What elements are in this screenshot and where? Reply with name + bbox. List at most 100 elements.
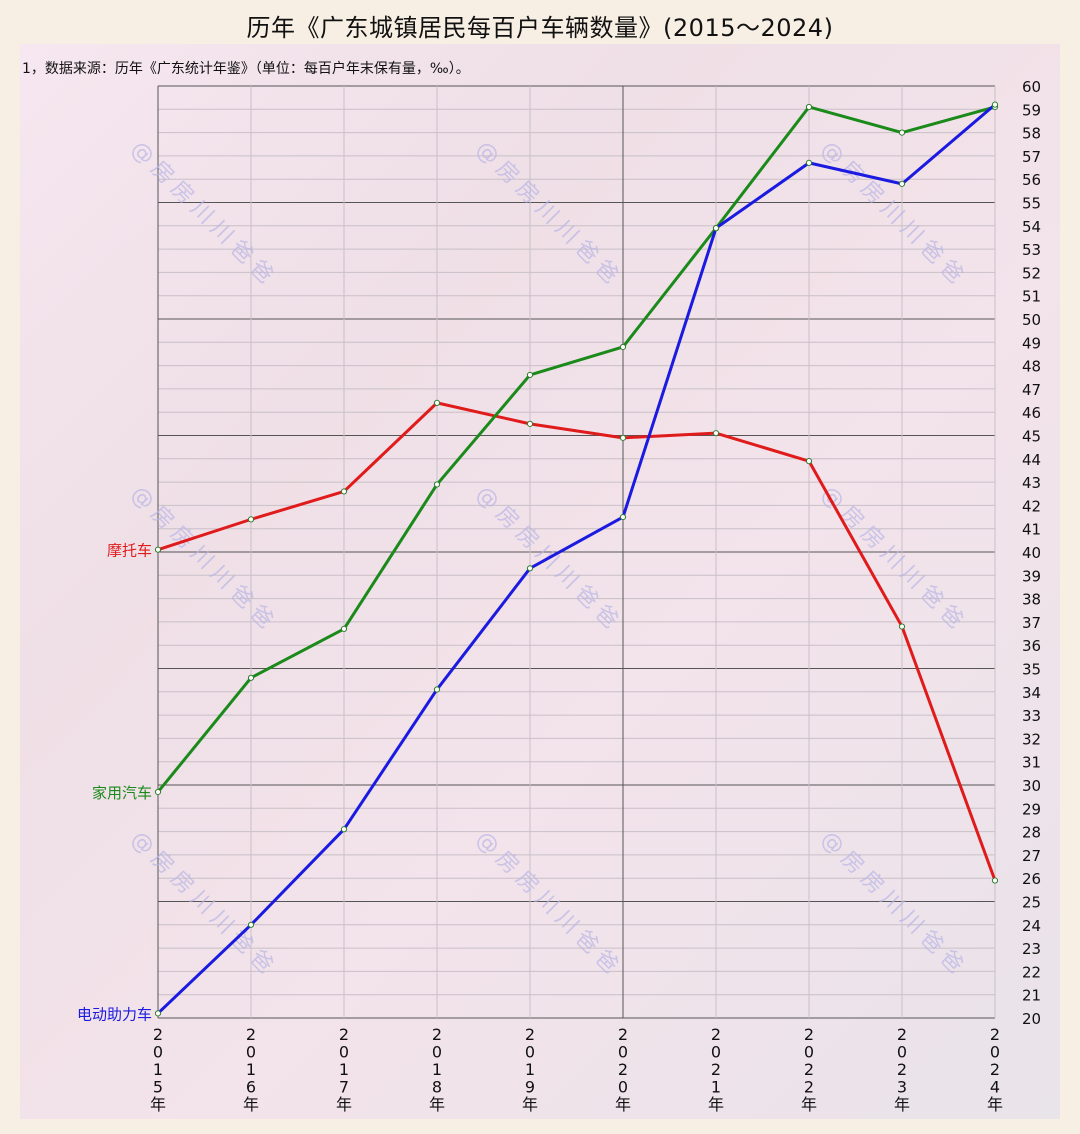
data-point bbox=[247, 921, 255, 928]
x-tick-label: 2 bbox=[432, 1025, 442, 1044]
series-line bbox=[157, 401, 997, 882]
x-tick-label: 年 bbox=[522, 1095, 538, 1114]
x-tick-label: 1 bbox=[246, 1060, 256, 1079]
x-tick-label: 1 bbox=[525, 1060, 535, 1079]
watermark-text: @房房川川爸爸 bbox=[471, 137, 627, 293]
x-tick-label: 0 bbox=[618, 1043, 628, 1062]
data-point bbox=[526, 371, 534, 379]
y-tick-label: 50 bbox=[1022, 311, 1041, 329]
x-tick-label: 0 bbox=[897, 1043, 907, 1062]
y-tick-label: 37 bbox=[1022, 614, 1041, 632]
y-tick-label: 34 bbox=[1022, 684, 1041, 702]
x-tick-label: 2 bbox=[339, 1025, 349, 1044]
y-tick-label: 33 bbox=[1022, 707, 1041, 725]
y-tick-label: 59 bbox=[1022, 101, 1041, 119]
y-tick-label: 29 bbox=[1022, 800, 1041, 818]
data-point bbox=[526, 565, 534, 572]
watermark-text: @房房川川爸爸 bbox=[126, 137, 282, 293]
y-tick-label: 54 bbox=[1022, 218, 1041, 236]
x-tick-label: 0 bbox=[711, 1043, 721, 1062]
y-tick-label: 53 bbox=[1022, 241, 1041, 259]
x-tick-label: 4 bbox=[990, 1078, 1000, 1097]
x-tick-label: 2 bbox=[711, 1060, 721, 1079]
chart-panel bbox=[20, 44, 1060, 1119]
y-tick-label: 57 bbox=[1022, 148, 1041, 166]
watermark-text: @房房川川爸爸 bbox=[126, 827, 282, 983]
x-tick-label: 8 bbox=[432, 1078, 442, 1097]
y-tick-label: 27 bbox=[1022, 847, 1041, 865]
x-tick-label: 2 bbox=[897, 1060, 907, 1079]
y-tick-label: 51 bbox=[1022, 288, 1041, 306]
x-tick-label: 7 bbox=[339, 1078, 349, 1097]
y-tick-label: 56 bbox=[1022, 171, 1041, 189]
x-tick-label: 年 bbox=[336, 1095, 352, 1114]
data-point bbox=[340, 826, 348, 833]
data-point bbox=[247, 674, 255, 681]
x-tick-label: 1 bbox=[711, 1078, 721, 1097]
chart-subtitle: 1，数据来源：历年《广东统计年鉴》（单位：每百户年末保有量，‰）。 bbox=[22, 61, 470, 77]
y-tick-label: 20 bbox=[1022, 1010, 1041, 1028]
x-tick-label: 1 bbox=[153, 1060, 163, 1079]
y-tick-label: 24 bbox=[1022, 917, 1041, 935]
series-line bbox=[156, 105, 996, 793]
watermark-text: @房房川川爸爸 bbox=[471, 827, 627, 983]
x-tick-label: 年 bbox=[429, 1095, 445, 1114]
x-tick-label: 0 bbox=[153, 1043, 163, 1062]
x-tick-label: 2 bbox=[618, 1025, 628, 1044]
x-tick-label: 1 bbox=[339, 1060, 349, 1079]
y-tick-label: 46 bbox=[1022, 404, 1041, 422]
y-tick-label: 28 bbox=[1022, 824, 1041, 842]
y-tick-label: 44 bbox=[1022, 451, 1041, 469]
y-tick-label: 41 bbox=[1022, 521, 1041, 539]
y-tick-label: 48 bbox=[1022, 358, 1041, 376]
y-tick-label: 43 bbox=[1022, 474, 1041, 492]
data-point bbox=[712, 225, 720, 232]
y-tick-label: 21 bbox=[1022, 987, 1041, 1005]
x-tick-label: 2 bbox=[990, 1025, 1000, 1044]
x-tick-label: 9 bbox=[525, 1078, 535, 1097]
series-label: 家用汽车 bbox=[92, 784, 152, 802]
x-tick-label: 2 bbox=[246, 1025, 256, 1044]
data-point bbox=[247, 516, 255, 523]
y-tick-label: 58 bbox=[1022, 125, 1041, 143]
data-point bbox=[154, 788, 162, 796]
y-axis: 20 21 22 23 24 25 26 27 28 29 30 31 32 33 34 35 36 37 38 39… bbox=[1022, 78, 1041, 1028]
y-tick-label: 31 bbox=[1022, 754, 1041, 772]
y-tick-label: 39 bbox=[1022, 567, 1041, 585]
y-tick-label: 52 bbox=[1022, 264, 1041, 282]
data-point bbox=[712, 430, 720, 437]
x-tick-label: 年 bbox=[150, 1095, 166, 1114]
y-tick-label: 30 bbox=[1022, 777, 1041, 795]
x-tick-label: 0 bbox=[618, 1078, 628, 1097]
x-tick-label: 0 bbox=[339, 1043, 349, 1062]
x-tick-label: 1 bbox=[432, 1060, 442, 1079]
x-tick-label: 2 bbox=[804, 1078, 814, 1097]
x-tick-label: 2 bbox=[990, 1060, 1000, 1079]
y-tick-label: 49 bbox=[1022, 334, 1041, 352]
series-label: 电动助力车 bbox=[77, 1005, 152, 1023]
x-tick-label: 0 bbox=[246, 1043, 256, 1062]
data-point bbox=[340, 625, 348, 632]
data-point bbox=[619, 434, 627, 441]
data-point bbox=[619, 513, 627, 521]
x-tick-label: 2 bbox=[525, 1025, 535, 1044]
y-tick-label: 22 bbox=[1022, 963, 1041, 981]
x-tick-label: 年 bbox=[801, 1095, 817, 1114]
data-point bbox=[991, 101, 999, 108]
x-tick-label: 3 bbox=[897, 1078, 907, 1097]
x-tick-label: 2 bbox=[897, 1025, 907, 1044]
data-point bbox=[526, 420, 534, 427]
x-tick-label: 0 bbox=[990, 1043, 1000, 1062]
watermarks: @房房川川爸爸 @房房川川爸爸 @房房川川爸爸 @房房川川爸爸 @房房川川爸爸 @房房川川… bbox=[126, 137, 972, 983]
x-tick-label: 6 bbox=[246, 1078, 256, 1097]
data-point bbox=[805, 458, 813, 465]
data-point bbox=[433, 399, 441, 406]
y-tick-label: 23 bbox=[1022, 940, 1041, 958]
data-point bbox=[154, 546, 162, 553]
x-tick-label: 5 bbox=[153, 1078, 163, 1097]
y-tick-label: 55 bbox=[1022, 195, 1041, 213]
data-point bbox=[154, 1010, 162, 1017]
data-point bbox=[433, 686, 441, 693]
data-point bbox=[898, 129, 906, 136]
